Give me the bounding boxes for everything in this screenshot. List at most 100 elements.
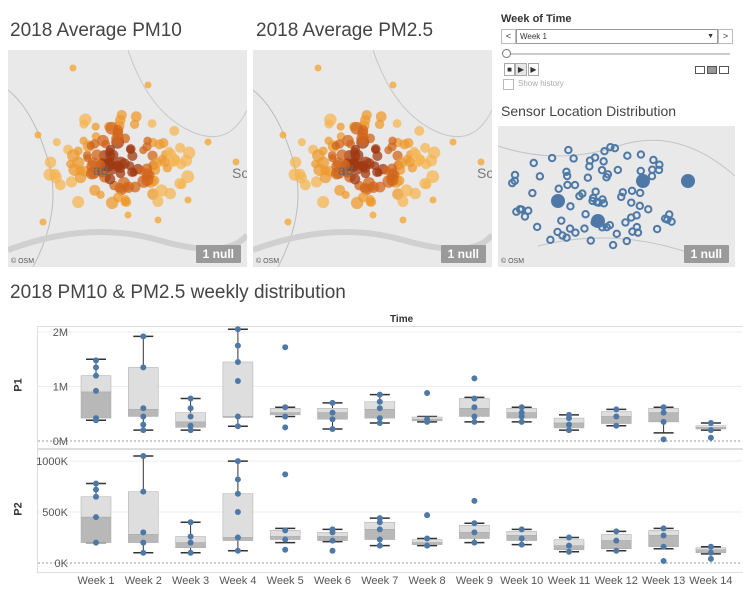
data-point xyxy=(234,342,241,349)
sensor-point xyxy=(563,180,572,190)
heat-point xyxy=(181,170,195,184)
heat-point xyxy=(310,176,323,188)
data-point xyxy=(613,413,620,420)
heat-point xyxy=(86,160,99,173)
null-indicator[interactable]: 1 null xyxy=(683,245,729,263)
data-point xyxy=(234,534,241,541)
heat-point xyxy=(324,113,337,126)
sensor-points-layer xyxy=(498,139,735,257)
previous-week-button[interactable]: < xyxy=(501,29,516,44)
sensor-point xyxy=(636,150,646,159)
heat-point xyxy=(127,167,137,178)
week-slider-track[interactable] xyxy=(504,53,730,55)
show-history-checkbox[interactable] xyxy=(503,79,514,90)
heat-point xyxy=(279,131,287,139)
data-point xyxy=(282,471,289,478)
sensor-point xyxy=(612,229,621,239)
box-week-12 xyxy=(601,406,632,429)
sensor-point xyxy=(600,146,609,156)
heat-point xyxy=(403,138,414,148)
week-dropdown[interactable]: Week 1 ▼ xyxy=(516,29,718,44)
pm25-heatmap[interactable]: ad So © OSM 1 null xyxy=(253,50,492,267)
data-point xyxy=(660,525,667,532)
box-week-9 xyxy=(459,497,490,546)
heat-point xyxy=(359,156,372,169)
data-point xyxy=(282,404,289,411)
data-point xyxy=(140,413,147,420)
data-point xyxy=(566,548,572,555)
speed-fast-icon[interactable] xyxy=(719,66,729,74)
sensor-point xyxy=(557,216,566,225)
data-point xyxy=(93,514,99,521)
box-week-1 xyxy=(80,480,112,546)
heat-point xyxy=(168,158,178,168)
step-forward-button[interactable]: ▶ xyxy=(528,63,539,76)
heat-point xyxy=(67,149,80,162)
sensor-point xyxy=(632,211,641,220)
data-point xyxy=(707,549,714,556)
play-button[interactable]: ▶ xyxy=(515,63,527,76)
border-line xyxy=(127,50,247,138)
data-point xyxy=(471,404,478,411)
stop-button[interactable]: ■ xyxy=(504,63,515,76)
sensor-point xyxy=(578,189,587,198)
heat-point xyxy=(400,184,413,197)
box-week-14 xyxy=(695,420,727,441)
data-point xyxy=(329,416,336,423)
data-point xyxy=(660,404,667,411)
sensor-point xyxy=(628,227,637,236)
heat-point xyxy=(129,119,140,129)
pm25-heatmap-layer: ad So xyxy=(253,50,492,267)
sensor-point xyxy=(562,171,572,181)
data-point xyxy=(471,375,478,382)
heat-point xyxy=(360,168,371,179)
heat-point xyxy=(115,168,126,179)
heat-point xyxy=(297,138,306,147)
sensor-point xyxy=(571,228,580,237)
speed-slow-icon[interactable] xyxy=(695,66,705,74)
heat-point xyxy=(97,134,109,147)
time-column-header: Time xyxy=(390,314,414,325)
osm-attribution: © OSM xyxy=(11,258,35,265)
sensor-point xyxy=(605,221,615,230)
sensor-point xyxy=(627,186,637,196)
sensor-point xyxy=(569,154,578,163)
heat-point xyxy=(180,154,193,167)
sensor-point xyxy=(618,188,627,197)
data-point xyxy=(234,476,241,483)
data-point xyxy=(93,415,99,422)
data-point xyxy=(93,372,99,379)
box-upper xyxy=(128,491,159,535)
heat-point xyxy=(374,119,385,129)
sensor-point xyxy=(512,207,521,216)
sensor-location-map[interactable]: © OSM 1 null xyxy=(498,126,735,267)
heat-point xyxy=(413,158,423,168)
data-point xyxy=(471,539,478,546)
heat-point xyxy=(342,134,354,147)
data-point xyxy=(471,395,478,402)
x-tick-label: Week 14 xyxy=(689,575,732,587)
data-point xyxy=(234,458,241,465)
speed-medium-icon[interactable] xyxy=(707,66,717,74)
data-point xyxy=(376,542,383,549)
data-point xyxy=(234,326,241,333)
week-slider-thumb[interactable] xyxy=(502,49,511,58)
heat-point xyxy=(127,150,138,162)
heat-point xyxy=(79,136,88,145)
box-week-4 xyxy=(222,458,254,554)
box-upper xyxy=(80,496,112,518)
null-indicator[interactable]: 1 null xyxy=(440,245,486,263)
next-week-button[interactable]: > xyxy=(718,29,733,44)
y-tick-label: 1000K xyxy=(36,456,68,468)
data-point xyxy=(329,426,336,433)
pm25-map-title: 2018 Average PM2.5 xyxy=(256,20,434,41)
heat-point xyxy=(336,122,345,131)
pm10-heatmap[interactable]: ad So © OSM 1 null xyxy=(8,50,247,267)
null-indicator[interactable]: 1 null xyxy=(195,245,241,263)
heat-point xyxy=(357,125,369,136)
heat-point xyxy=(113,192,124,203)
x-tick-label: Week 12 xyxy=(595,575,638,587)
data-point xyxy=(707,427,714,434)
sensor-point xyxy=(610,143,620,153)
sensor-point xyxy=(554,184,563,193)
